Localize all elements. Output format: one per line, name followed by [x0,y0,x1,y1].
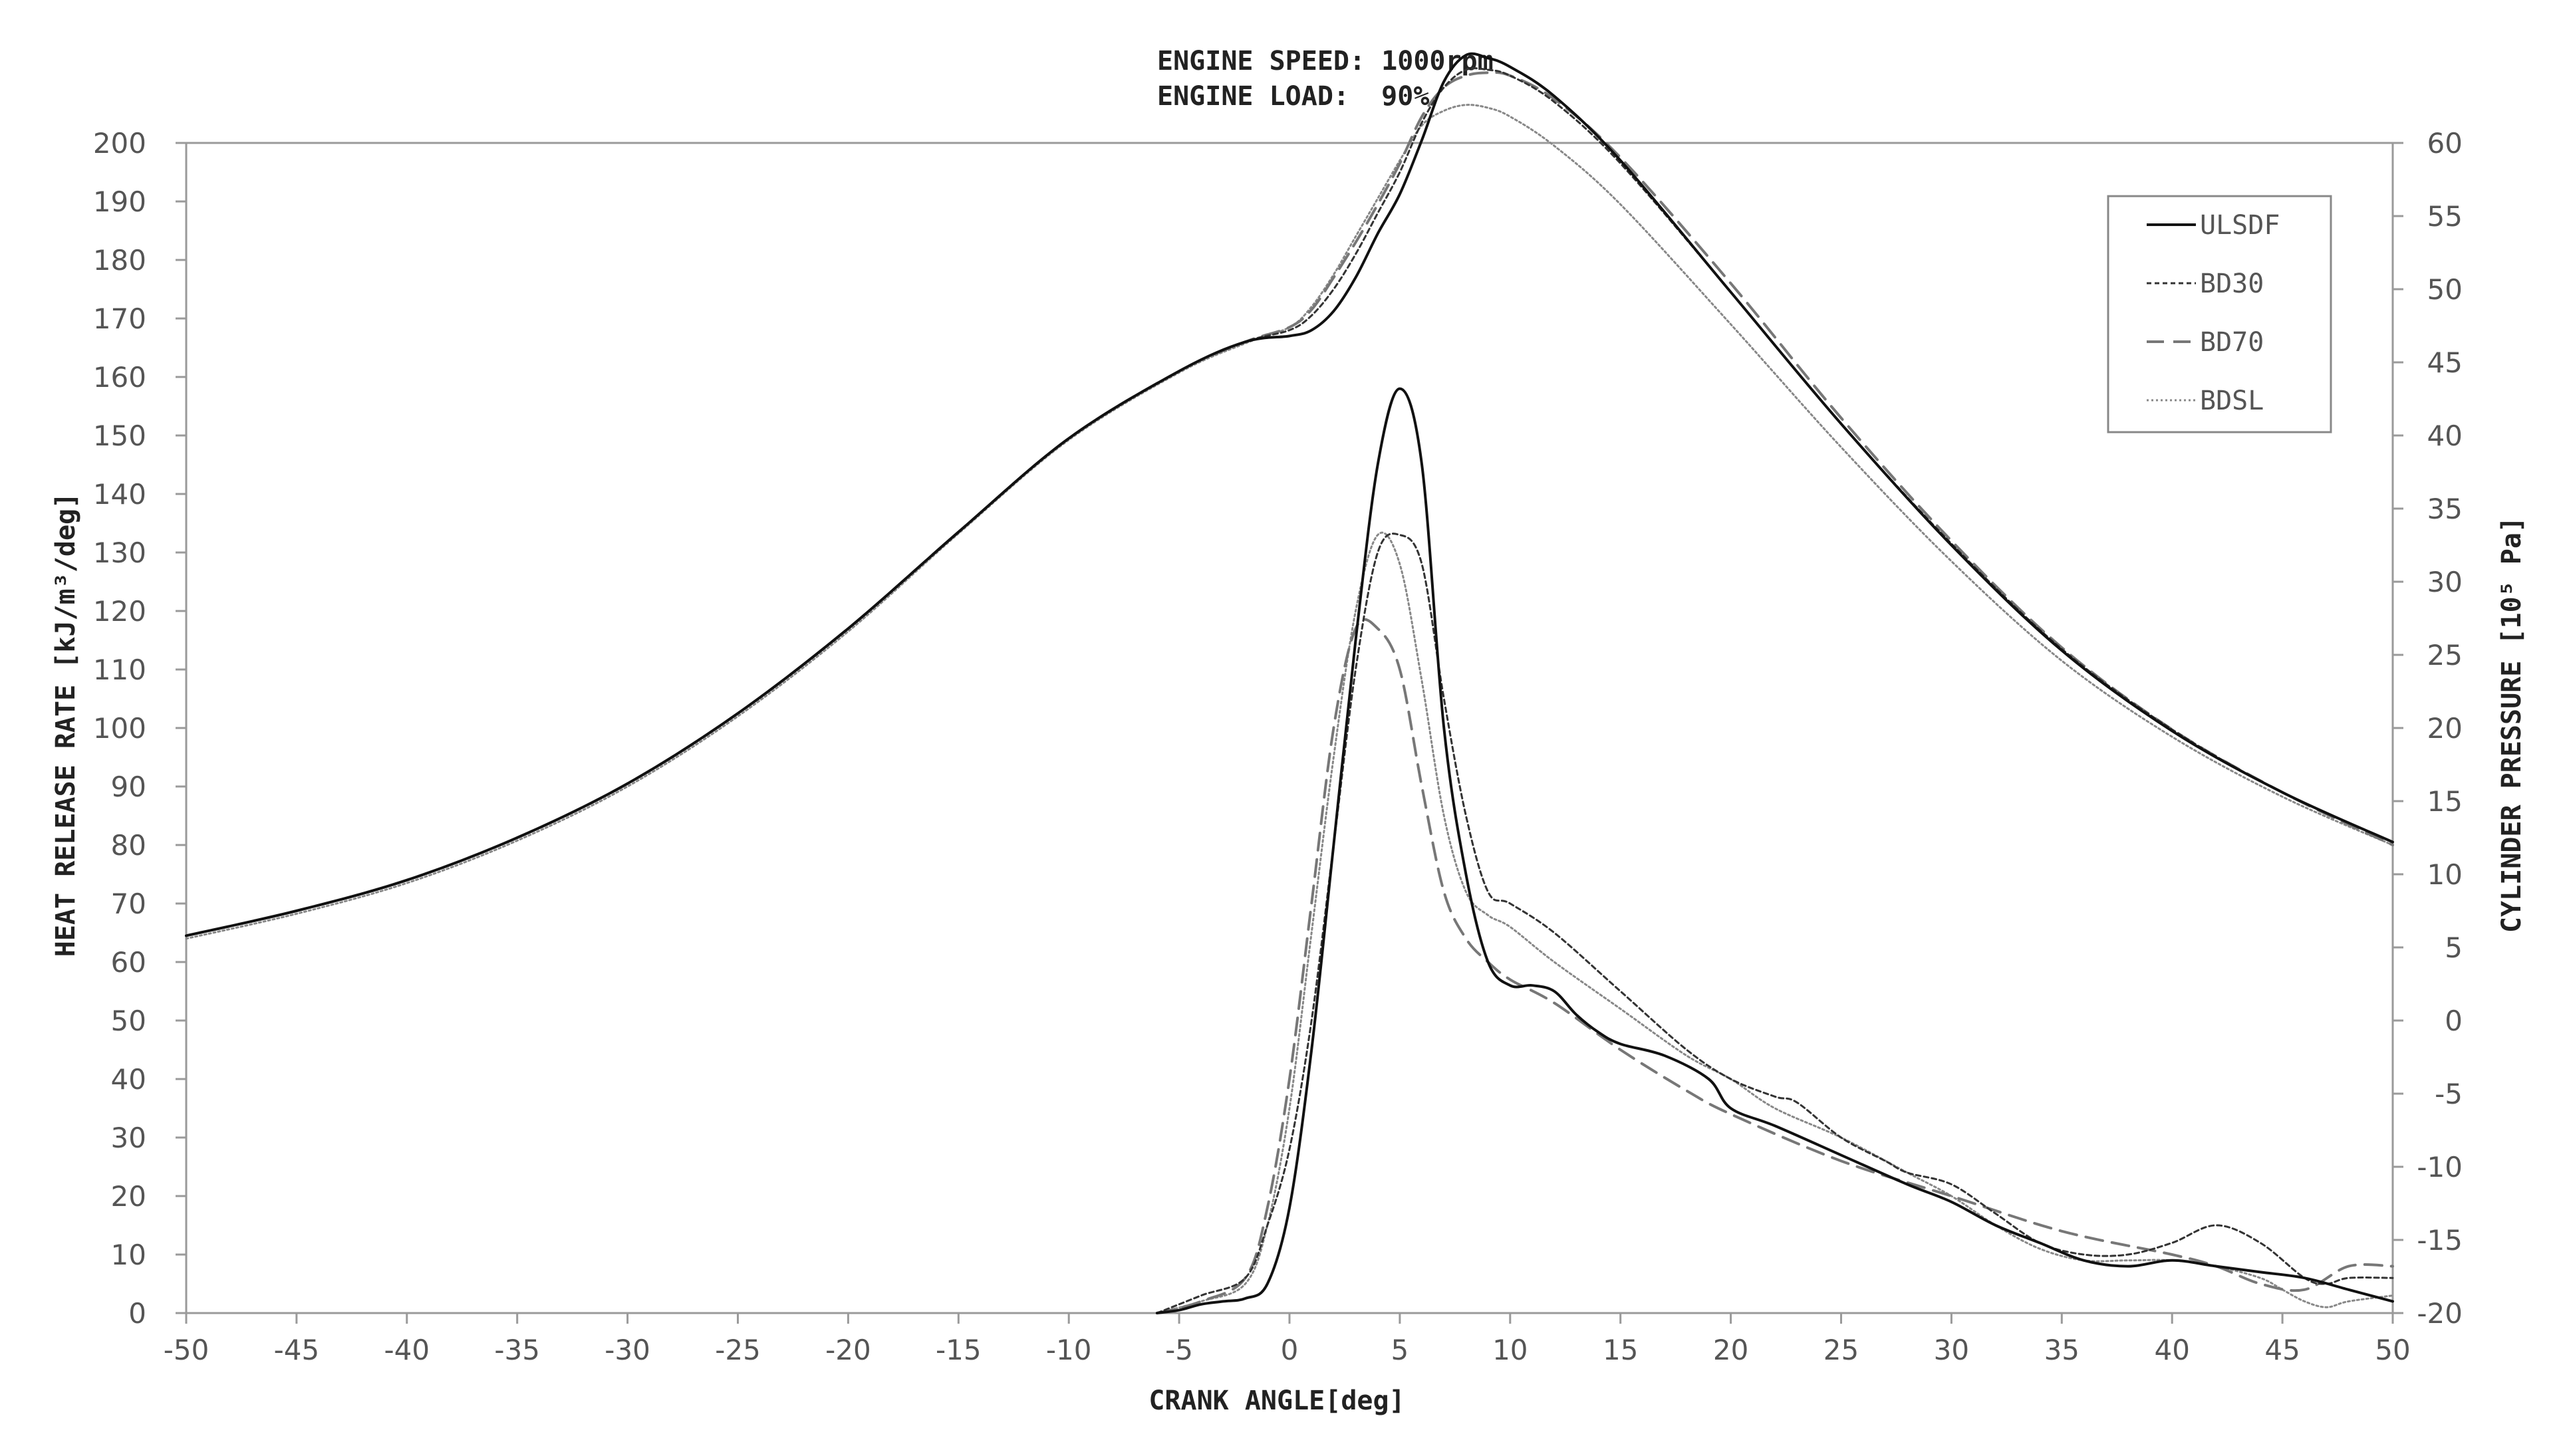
x-tick-label: 15 [1603,1334,1638,1366]
legend-label-ulsdf: ULSDF [2200,210,2280,241]
x-tick-label: -50 [164,1334,209,1366]
right-tick-label: 45 [2427,346,2463,379]
x-tick-label: 25 [1823,1334,1859,1366]
chart-title: ENGINE SPEED: 1000rpm ENGINE LOAD: 90% [1157,46,1494,112]
right-tick-label: 60 [2427,127,2463,160]
left-tick-label: 120 [93,595,146,628]
left-tick-label: 70 [111,888,146,920]
left-tick-label: 110 [93,654,146,686]
right-tick-label: 5 [2445,931,2463,964]
x-tick-label: -40 [384,1334,430,1366]
legend-label-bd30: BD30 [2200,269,2264,299]
right-tick-label: 20 [2427,712,2463,745]
left-tick-label: 160 [93,361,146,394]
x-tick-label: 5 [1391,1334,1409,1366]
left-tick-label: 170 [93,303,146,335]
x-tick-label: 45 [2264,1334,2300,1366]
chart-title-line-2: ENGINE LOAD: 90% [1157,81,1429,112]
left-tick-label: 130 [93,537,146,569]
left-axis-ticks: 0 10 20 30 40 50 60 70 80 90 100 110 120 130 140 150 160… [93,127,186,1330]
plot-frame [185,142,2394,1314]
pressure-line-bdsl [185,104,2394,940]
x-tick-label: -15 [936,1334,982,1366]
x-tick-label: -25 [715,1334,761,1366]
left-tick-label: 30 [111,1122,146,1154]
right-axis-ticks: -20 -15 -10 -5 0 5 10 15 20 25 30 35 40 45 50 55 60 [2393,127,2463,1330]
right-tick-label: 25 [2427,639,2463,671]
heat-release-line-ulsdf [1155,387,2394,1314]
axes [185,142,2394,1314]
left-tick-label: 200 [93,127,146,160]
left-tick-label: 0 [128,1297,146,1330]
left-tick-label: 100 [93,712,146,745]
left-tick-label: 140 [93,478,146,511]
x-tick-label: 20 [1713,1334,1748,1366]
left-tick-label: 50 [111,1005,146,1037]
heat-release-line-bd70 [1155,618,2394,1314]
left-tick-label: 80 [111,829,146,862]
pressure-line-bd30 [185,67,2394,937]
x-tick-label: -10 [1046,1334,1092,1366]
x-tick-label: 40 [2154,1334,2189,1366]
right-tick-label: 0 [2445,1005,2463,1037]
x-axis-ticks: -50 -45 -40 -35 -30 -25 -20 -15 -10 -5 0 5 10 15 20 25 3… [164,1313,2411,1366]
right-tick-label: -10 [2417,1151,2463,1183]
x-tick-label: 50 [2375,1334,2410,1366]
left-tick-label: 190 [93,185,146,218]
legend: ULSDF BD30 BD70 BDSL [2107,195,2332,433]
heat-release-line-bdsl [1156,531,2394,1314]
heat-release-line-bd30 [1156,533,2394,1314]
left-tick-label: 180 [93,244,146,277]
left-tick-label: 60 [111,946,146,979]
right-tick-label: -15 [2417,1224,2463,1257]
left-tick-label: 40 [111,1063,146,1096]
chart-title-line-1: ENGINE SPEED: 1000rpm [1157,46,1494,76]
right-tick-label: 40 [2427,420,2463,452]
right-axis-title: CYLINDER PRESSURE [10⁵ Pa] [2496,517,2527,933]
pressure-line-bd70 [185,71,2394,937]
x-tick-label: 0 [1281,1334,1299,1366]
left-tick-label: 150 [93,420,146,452]
legend-label-bdsl: BDSL [2200,386,2264,416]
right-tick-label: -20 [2417,1297,2463,1330]
right-tick-label: 15 [2427,785,2463,818]
x-tick-label: -30 [605,1334,650,1366]
right-tick-label: -5 [2435,1078,2463,1110]
left-tick-label: 10 [111,1239,146,1271]
right-tick-label: 55 [2427,200,2463,233]
x-tick-label: 35 [2044,1334,2080,1366]
x-tick-label: 10 [1492,1334,1528,1366]
left-tick-label: 20 [111,1180,146,1213]
right-tick-label: 10 [2427,858,2463,891]
right-tick-label: 30 [2427,566,2463,598]
legend-box [2107,195,2332,433]
x-tick-label: -20 [825,1334,871,1366]
x-tick-label: -5 [1165,1334,1193,1366]
legend-label-bd70: BD70 [2200,327,2264,358]
left-tick-label: 90 [111,771,146,803]
x-tick-label: -35 [494,1334,540,1366]
left-axis-title: HEAT RELEASE RATE [kJ/m³/deg] [51,493,81,957]
pressure-line-ulsdf [185,52,2394,937]
x-axis-title: CRANK ANGLE[deg] [1148,1386,1405,1416]
x-tick-label: -45 [274,1334,320,1366]
right-tick-label: 50 [2427,273,2463,306]
x-tick-label: 30 [1934,1334,1969,1366]
right-tick-label: 35 [2427,493,2463,525]
series-layer [185,52,2394,1314]
